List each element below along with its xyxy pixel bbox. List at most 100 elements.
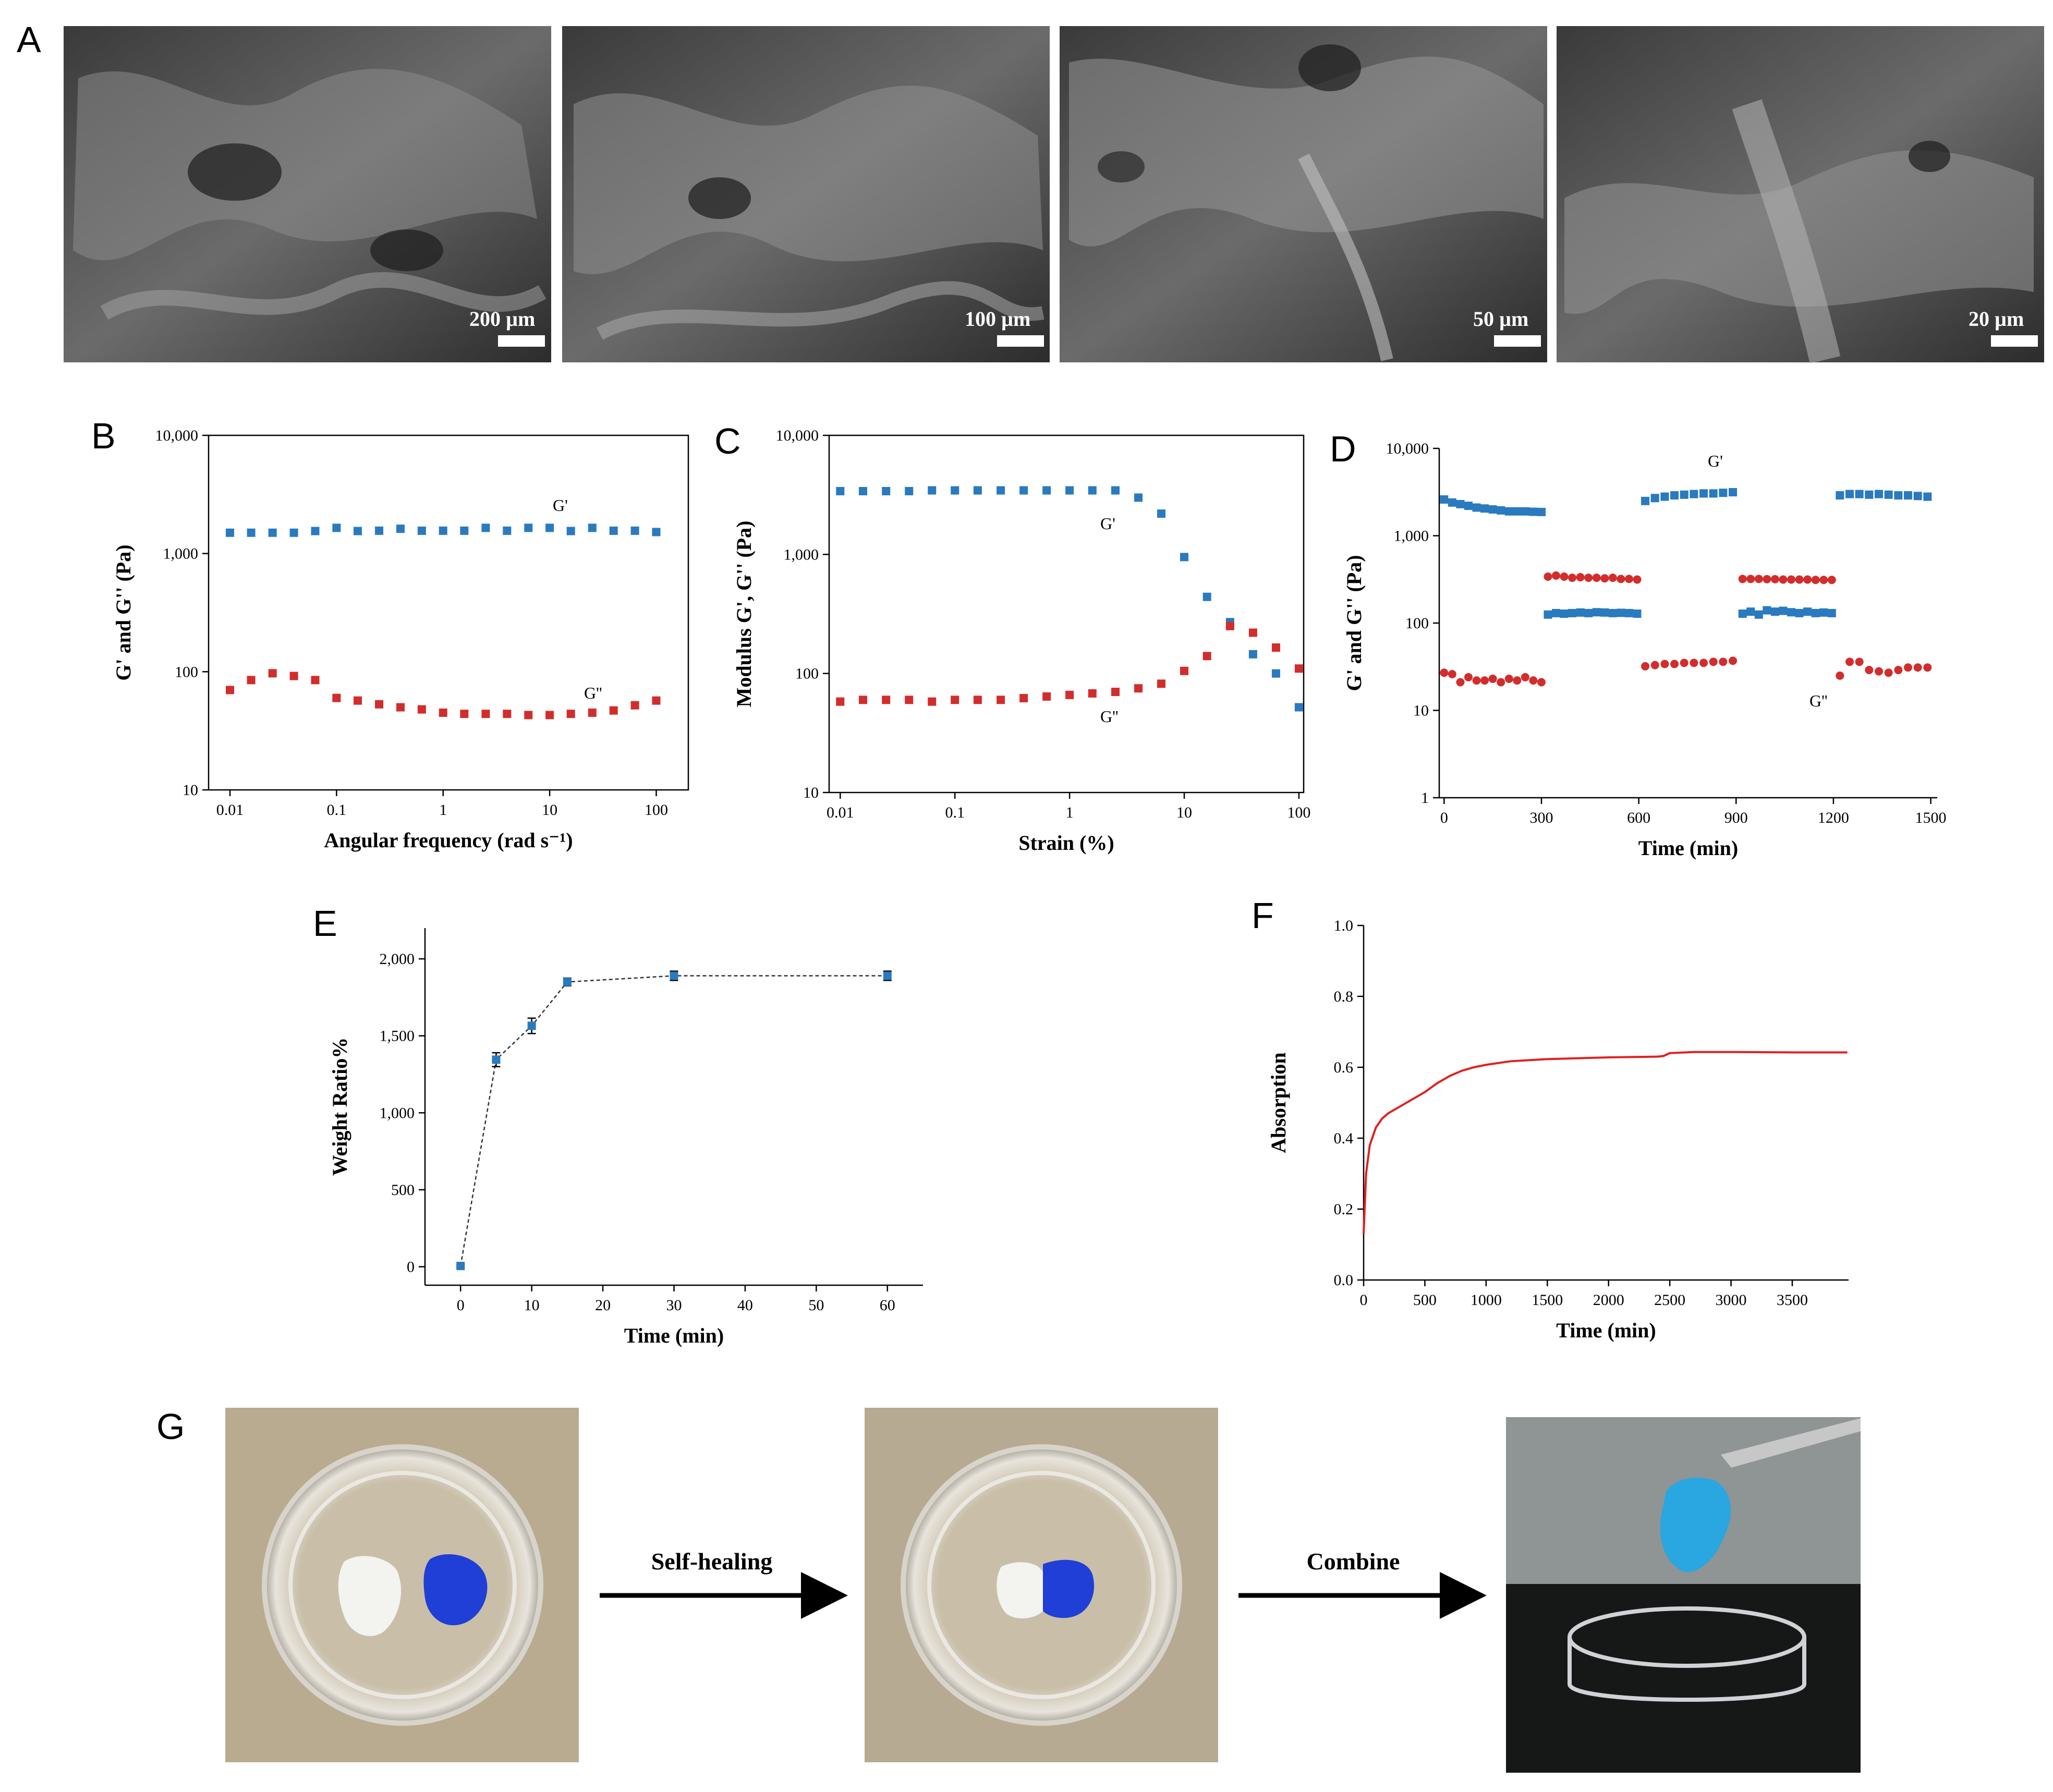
series-d-2-point — [1699, 659, 1708, 667]
photo-after-healing — [865, 1408, 1218, 1762]
series-d-1-point — [1770, 607, 1779, 616]
series-b-1-point — [503, 526, 512, 535]
y-tick-label-e: 1,000 — [380, 1104, 415, 1121]
series-d-1-point — [1560, 609, 1569, 618]
series-d-1-point — [1884, 490, 1893, 499]
panel-letter-b: B — [91, 416, 116, 456]
x-tick-label-d: 300 — [1529, 809, 1553, 826]
series-c-1-point — [905, 486, 914, 495]
x-tick-label-d: 1500 — [1915, 809, 1947, 826]
x-tick-label-d: 900 — [1724, 809, 1748, 826]
series-d-2-point — [1795, 575, 1804, 584]
series-d-2-point — [1754, 575, 1763, 583]
series-c-2-point — [1134, 684, 1143, 693]
series-c-2-point — [928, 697, 937, 706]
y-tick-label-e: 0 — [407, 1259, 415, 1276]
series-d-1-point — [1865, 490, 1874, 499]
y-axis-label-e: Weight Ratio% — [328, 1038, 351, 1176]
panel-letter-d: D — [1330, 429, 1356, 469]
series-d-2-point — [1448, 669, 1456, 678]
x-axis-label-b: Angular frequency (rad s⁻¹) — [324, 828, 573, 852]
scale-bar-2 — [997, 335, 1044, 347]
series-b-2-point — [609, 706, 618, 715]
x-tick-label-f: 3000 — [1716, 1291, 1747, 1309]
series-d-1-point — [1690, 490, 1698, 498]
y-axis-label-f: Absorption — [1267, 1052, 1290, 1153]
series-d-1-point — [1904, 491, 1913, 500]
series-d-1-point — [1738, 609, 1747, 618]
series-c-2-point — [858, 696, 867, 704]
x-tick-label-e: 30 — [666, 1297, 682, 1314]
x-tick-label-c: 0.1 — [945, 804, 965, 821]
x-tick-label-e: 50 — [808, 1297, 824, 1314]
sem-image-4: 20 µm — [1557, 26, 2044, 363]
series-b-2-point — [460, 710, 469, 718]
series-d-2-point — [1904, 663, 1913, 672]
y-tick-label-f: 0.8 — [1334, 988, 1354, 1005]
series-d-2-point — [1894, 666, 1903, 675]
series-d-2-point — [1624, 575, 1633, 583]
series-d-1-point — [1811, 608, 1820, 617]
series-b-2-point — [439, 708, 447, 717]
series-b-2-point — [588, 708, 597, 717]
series-d-1-point — [1584, 608, 1593, 617]
series-d-1-point — [1803, 607, 1812, 616]
series-d-1-point — [1650, 494, 1659, 503]
series-c-1-point — [1088, 486, 1097, 495]
series-d-2-point — [1617, 575, 1625, 583]
y-tick-label-d: 1,000 — [1394, 528, 1429, 545]
series-d-2-point — [1633, 575, 1642, 584]
x-tick-label-f: 500 — [1413, 1291, 1437, 1309]
series-b-1-point — [460, 526, 469, 535]
panel-letter-e: E — [313, 903, 337, 944]
series-d-1-point — [1763, 606, 1771, 615]
series-c-2-point — [882, 696, 891, 704]
series-b-2-point — [289, 672, 298, 680]
tweezers — [1721, 1418, 1861, 1468]
series-d-1-point — [1746, 607, 1755, 616]
series-d-2-point — [1584, 574, 1593, 582]
series-d-2-point — [1763, 575, 1771, 583]
weight-ratio-point — [883, 971, 892, 980]
y-tick-label-e: 500 — [391, 1181, 415, 1199]
series-b-1-point — [481, 523, 490, 532]
series-d-2-point — [1923, 663, 1932, 672]
series-c-1-point — [1202, 592, 1211, 601]
series-d-2-point — [1729, 656, 1738, 665]
series-d-1-point — [1923, 492, 1932, 501]
series-c-1-point — [973, 486, 982, 495]
x-tick-label-b: 0.1 — [327, 801, 347, 819]
x-tick-label-e: 40 — [737, 1297, 753, 1314]
series-label-b-1: G' — [553, 496, 568, 515]
x-tick-label-f: 2500 — [1654, 1291, 1685, 1309]
series-d-1-point — [1464, 502, 1473, 510]
series-d-1-point — [1699, 489, 1708, 498]
series-b-1-point — [353, 527, 362, 535]
series-d-1-point — [1456, 499, 1465, 508]
series-d-2-point — [1680, 659, 1688, 667]
y-tick-label-d: 10 — [1413, 702, 1429, 720]
series-c-1-point — [1271, 669, 1280, 678]
scale-bar-4 — [1991, 335, 2038, 347]
series-d-2-point — [1827, 576, 1836, 584]
y-tick-label-c: 10,000 — [776, 427, 819, 444]
series-label-c-1: G' — [1100, 514, 1115, 533]
series-d-1-point — [1787, 608, 1796, 617]
series-b-1-point — [247, 528, 256, 537]
series-d-2-point — [1875, 667, 1884, 676]
y-tick-label-d: 1 — [1421, 789, 1429, 807]
series-c-2-point — [905, 696, 914, 704]
series-d-2-point — [1811, 576, 1820, 584]
series-d-2-point — [1660, 660, 1669, 668]
series-label-c-2: G'' — [1100, 707, 1119, 726]
series-c-1-point — [1042, 486, 1051, 495]
series-c-1-point — [1111, 486, 1120, 495]
series-b-2-point — [375, 700, 384, 709]
series-c-1-point — [1019, 486, 1028, 495]
x-axis-label-d: Time (min) — [1638, 836, 1738, 860]
series-label-d-2: G'' — [1809, 691, 1828, 710]
label-self-healing: Self-healing — [651, 1548, 773, 1575]
x-tick-label-e: 0 — [457, 1297, 465, 1314]
series-d-1-point — [1472, 503, 1481, 512]
